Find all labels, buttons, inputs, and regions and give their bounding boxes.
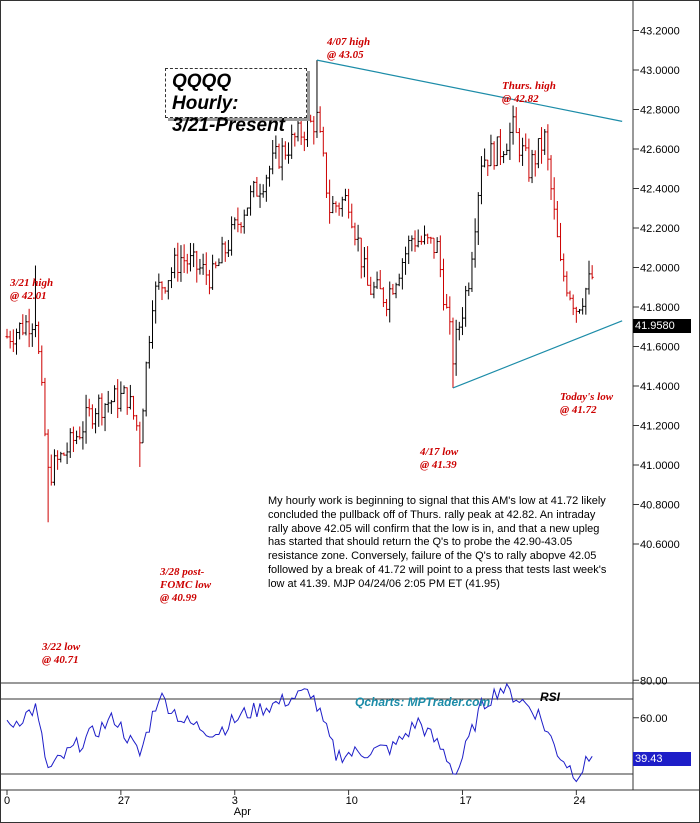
watermark: Qcharts: MPTrader.com xyxy=(355,695,491,709)
price-tick-label: 41.2000 xyxy=(640,421,680,433)
price-tick-label: 43.0000 xyxy=(640,65,680,77)
annotation-407-high: 4/07 high @ 43.05 xyxy=(327,36,371,61)
rsi-tick-label: 60.00 xyxy=(640,713,668,725)
rsi-reference-lines xyxy=(0,698,633,775)
price-panel: 43.2000 43.0000 42.8000 42.6000 42.4000 42.20… xyxy=(5,0,680,683)
price-tick-label: 41.4000 xyxy=(640,381,680,393)
last-price-tag: 41.9580 xyxy=(633,319,691,333)
rsi-series-line xyxy=(6,682,593,783)
time-tick-label: Apr xyxy=(234,806,251,818)
annotation-322-low: 3/22 low @ 40.71 xyxy=(42,641,81,666)
annotation-thurs-high: Thurs. high @ 42.82 xyxy=(502,80,556,105)
rsi-axis-ticks: 80.00 60.00 xyxy=(633,675,668,725)
chart-title-line1: QQQQ Hourly: xyxy=(172,71,239,114)
price-tick-label: 42.4000 xyxy=(640,184,680,196)
price-tick-label: 41.6000 xyxy=(640,342,680,354)
rsi-label: RSI xyxy=(540,690,561,704)
price-tick-label: 42.8000 xyxy=(640,105,680,117)
commentary-text: My hourly work is beginning to signal th… xyxy=(268,495,607,590)
annotation-321-high: 3/21 high @ 42.01 xyxy=(10,277,54,302)
price-tick-label: 41.0000 xyxy=(640,460,680,472)
price-tick-label: 42.2000 xyxy=(640,223,680,235)
time-tick-label: 0 xyxy=(4,795,10,807)
trendline xyxy=(452,320,623,389)
annotation-417-low: 4/17 low @ 41.39 xyxy=(420,446,459,471)
time-tick-label: 27 xyxy=(118,795,130,807)
trendline xyxy=(316,59,623,122)
price-tick-label: 43.2000 xyxy=(640,26,680,38)
time-tick-label: 17 xyxy=(459,795,471,807)
price-tick-label: 40.8000 xyxy=(640,500,680,512)
annotation-328-low: 3/28 post- FOMC low @ 40.99 xyxy=(160,566,212,604)
trendlines xyxy=(316,59,623,389)
annotation-today-low: Today's low @ 41.72 xyxy=(560,391,614,416)
rsi-line xyxy=(6,682,593,783)
time-tick-label: 24 xyxy=(573,795,585,807)
price-tick-label: 41.8000 xyxy=(640,302,680,314)
last-rsi-tag: 39.43 xyxy=(633,752,691,766)
chart-title: QQQQ Hourly: 3/21-Present xyxy=(165,68,307,136)
rsi-tick-label: 80.00 xyxy=(640,675,668,687)
chart-title-line2: 3/21-Present xyxy=(172,115,286,136)
price-bars xyxy=(5,60,594,523)
price-tick-label: 40.6000 xyxy=(640,539,680,551)
price-tick-label: 42.6000 xyxy=(640,144,680,156)
time-tick-label: 3 xyxy=(232,795,238,807)
time-tick-label: 10 xyxy=(346,795,358,807)
price-axis-ticks: 43.2000 43.0000 42.8000 42.6000 42.4000 42.20… xyxy=(633,26,680,551)
price-tick-label: 42.0000 xyxy=(640,263,680,275)
rsi-panel: 80.00 60.00 xyxy=(0,675,668,790)
